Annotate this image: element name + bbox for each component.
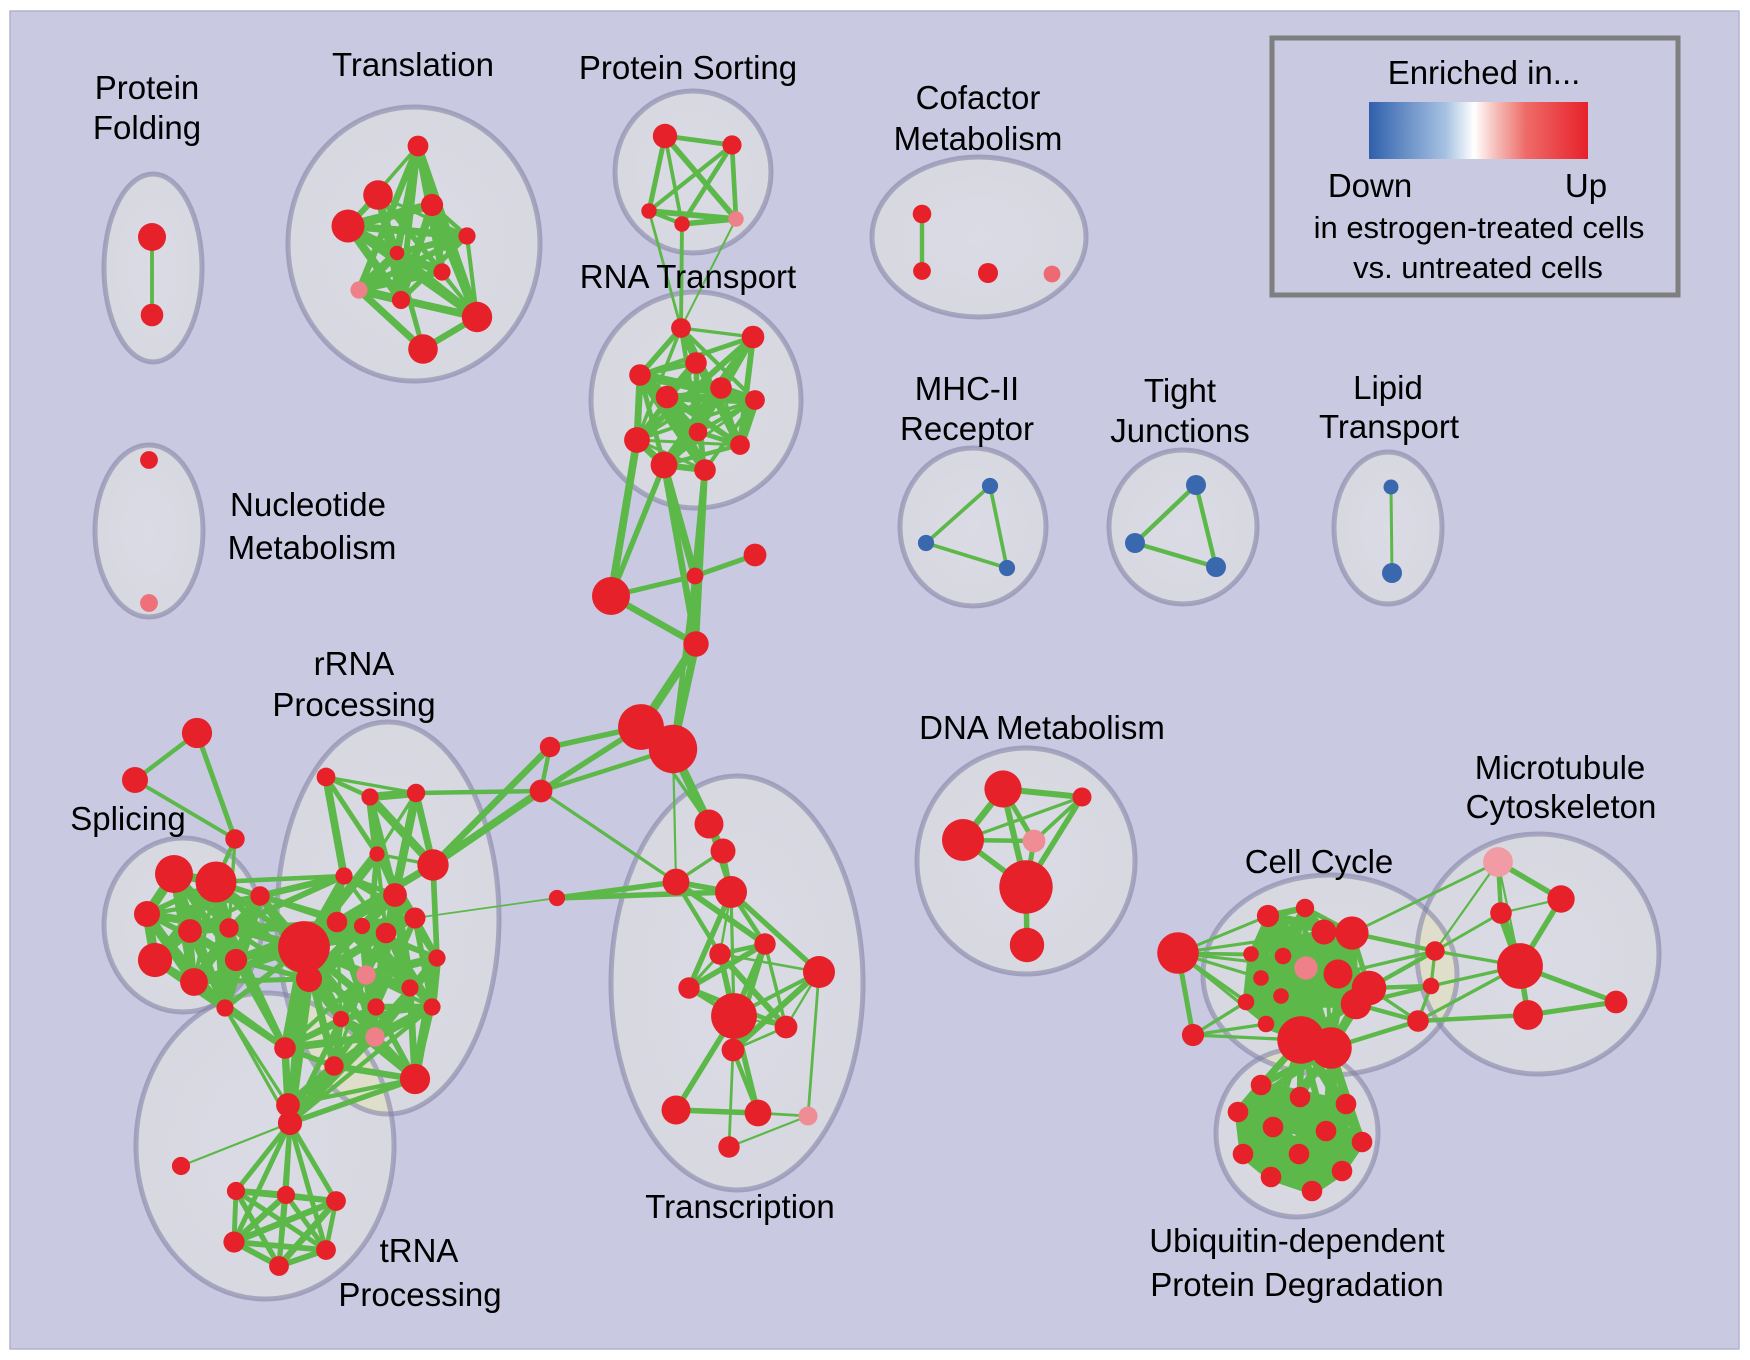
svg-text:DNA Metabolism: DNA Metabolism (919, 709, 1165, 746)
svg-text:Receptor: Receptor (900, 410, 1034, 447)
svg-text:Processing: Processing (272, 686, 435, 723)
svg-text:Ubiquitin-dependent: Ubiquitin-dependent (1149, 1222, 1444, 1259)
svg-text:Junctions: Junctions (1110, 412, 1249, 449)
svg-text:Cofactor: Cofactor (916, 79, 1041, 116)
svg-text:Metabolism: Metabolism (228, 529, 397, 566)
svg-text:Down: Down (1328, 167, 1412, 204)
svg-text:Protein Sorting: Protein Sorting (579, 49, 797, 86)
svg-text:Cytoskeleton: Cytoskeleton (1466, 788, 1657, 825)
svg-text:MHC-II: MHC-II (915, 370, 1019, 407)
svg-text:Nucleotide: Nucleotide (230, 486, 386, 523)
svg-text:Up: Up (1565, 167, 1607, 204)
svg-text:Folding: Folding (93, 109, 201, 146)
svg-text:Protein: Protein (95, 69, 200, 106)
svg-text:tRNA: tRNA (380, 1232, 459, 1269)
svg-text:in estrogen-treated cells: in estrogen-treated cells (1314, 210, 1645, 245)
svg-text:rRNA: rRNA (314, 645, 395, 682)
svg-text:Translation: Translation (332, 46, 494, 83)
svg-text:Cell Cycle: Cell Cycle (1245, 843, 1394, 880)
svg-text:Transcription: Transcription (645, 1188, 835, 1225)
svg-text:vs. untreated cells: vs. untreated cells (1353, 250, 1603, 285)
svg-text:Splicing: Splicing (70, 800, 186, 837)
svg-text:Enriched in...: Enriched in... (1388, 54, 1581, 91)
svg-text:Tight: Tight (1144, 372, 1216, 409)
svg-text:Transport: Transport (1319, 408, 1459, 445)
svg-text:Metabolism: Metabolism (894, 120, 1063, 157)
svg-text:Microtubule: Microtubule (1475, 749, 1646, 786)
svg-text:Processing: Processing (338, 1276, 501, 1313)
svg-text:Lipid: Lipid (1353, 369, 1423, 406)
svg-text:RNA Transport: RNA Transport (580, 258, 796, 295)
svg-text:Protein Degradation: Protein Degradation (1150, 1266, 1444, 1303)
